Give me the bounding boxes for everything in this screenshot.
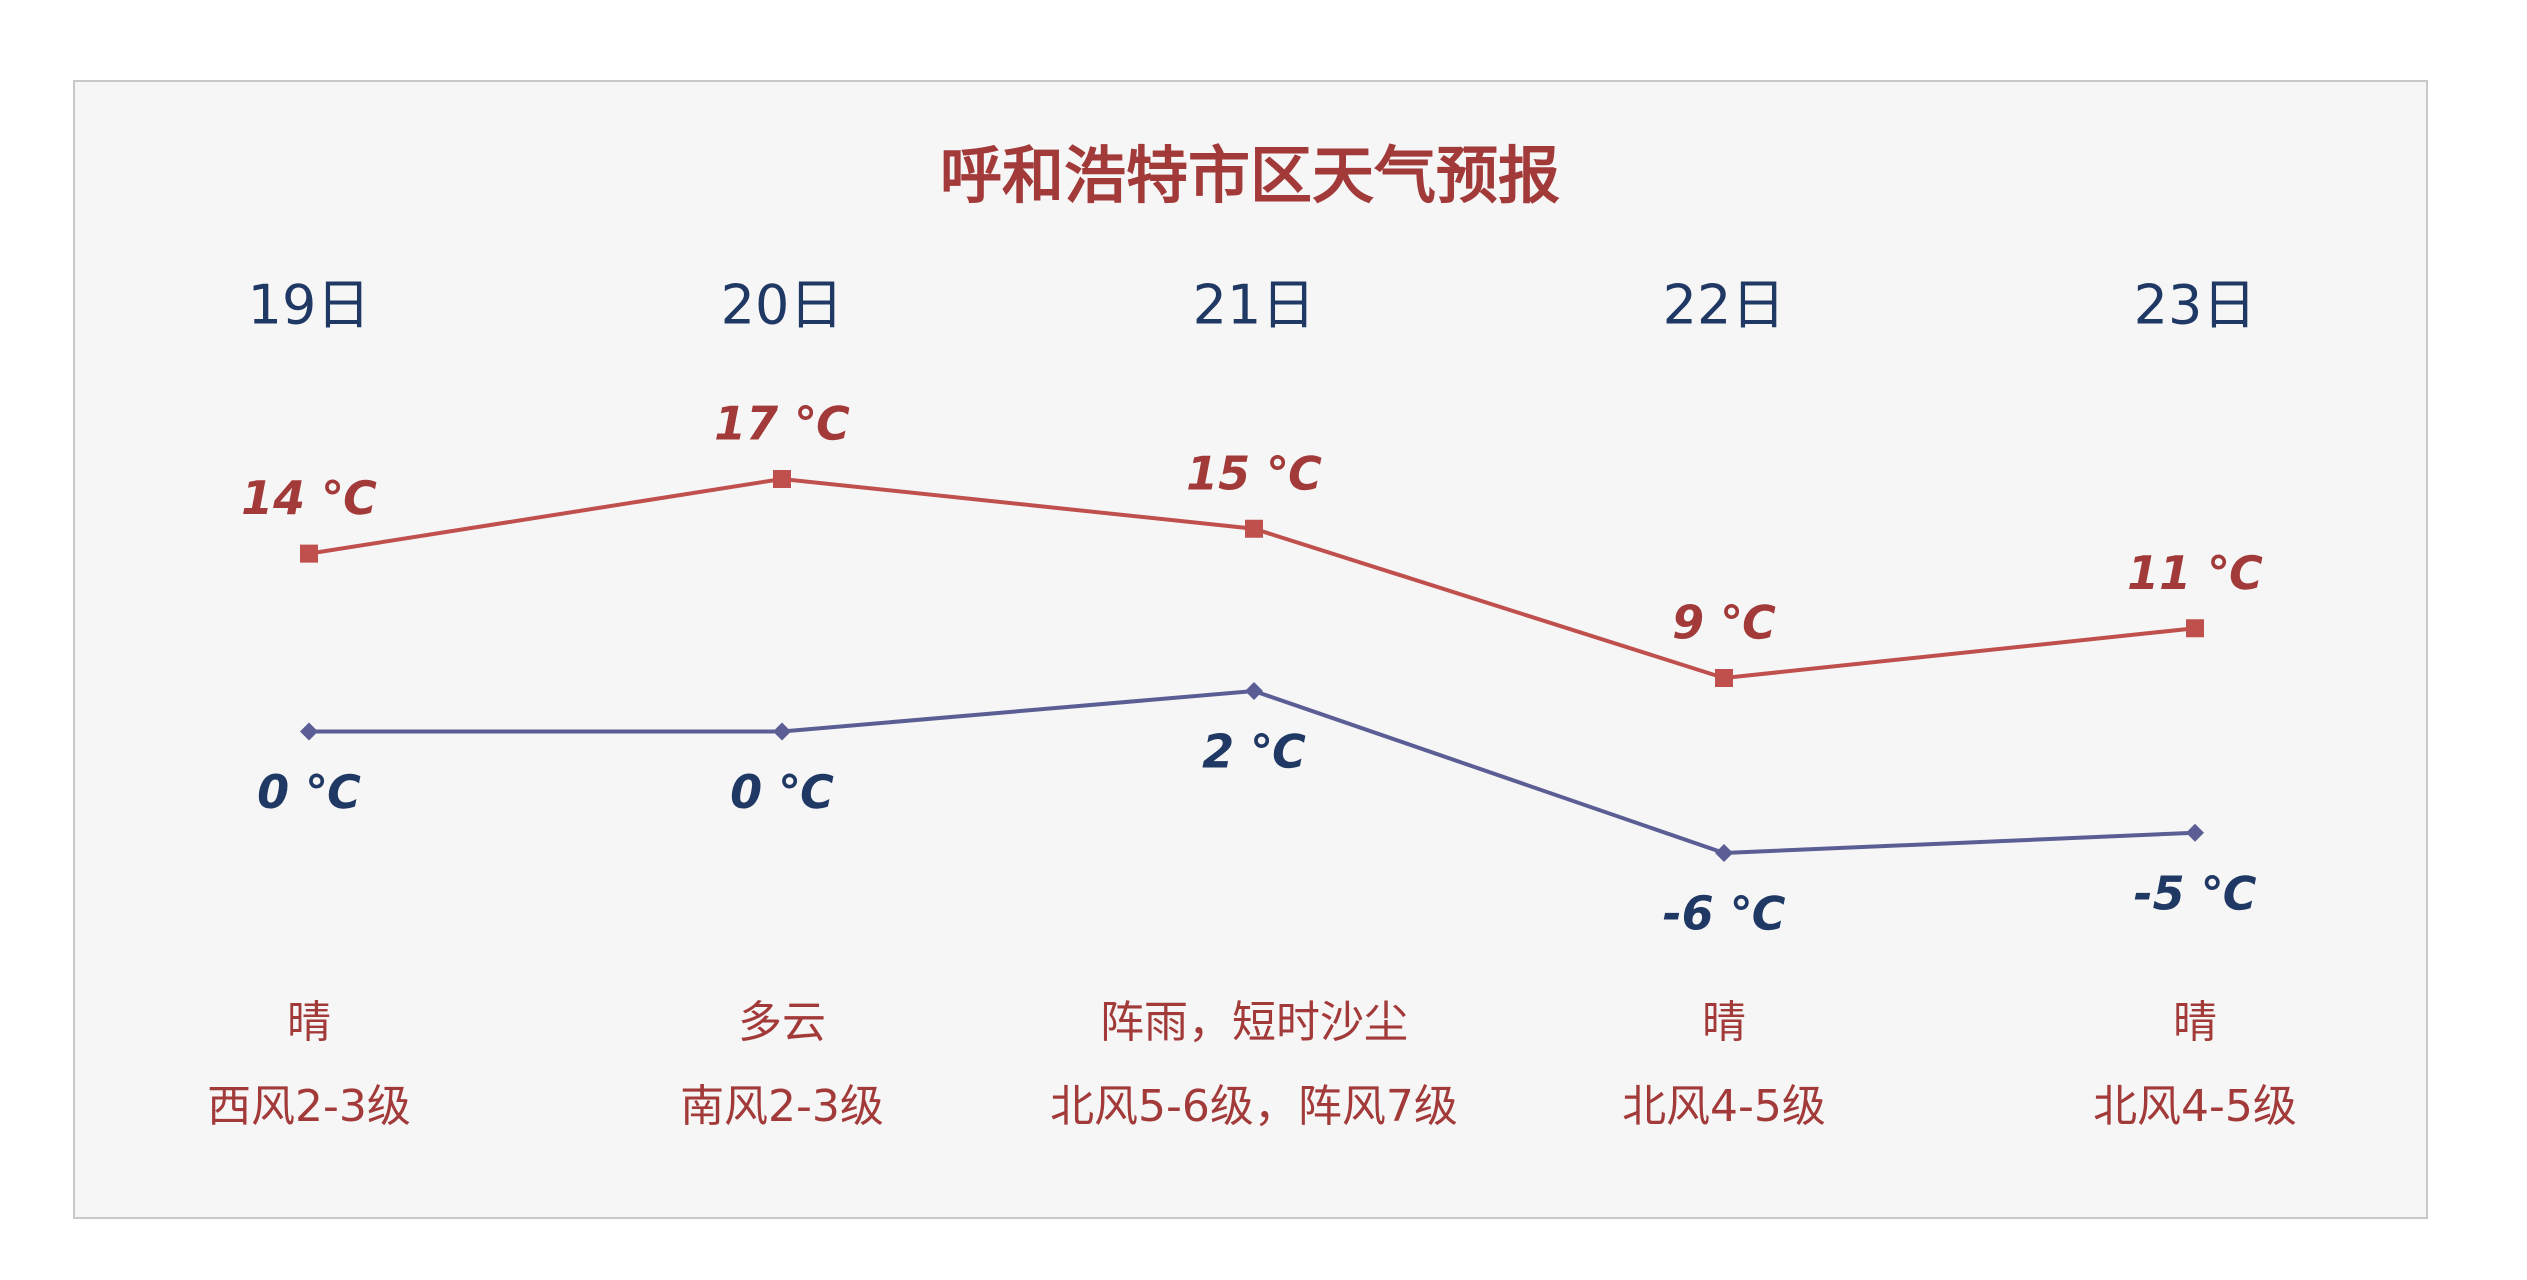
point-marker bbox=[773, 470, 791, 488]
point-marker bbox=[1715, 844, 1733, 862]
point-marker bbox=[1245, 519, 1263, 538]
wind-label: 北风4-5级 bbox=[1622, 1081, 1826, 1132]
point-marker bbox=[773, 722, 791, 741]
condition-label: 阵雨，短时沙尘 bbox=[1100, 997, 1408, 1048]
value-label: 0 ℃ bbox=[257, 765, 361, 819]
value-label: 15 ℃ bbox=[1186, 446, 1322, 500]
chart-frame bbox=[73, 80, 2428, 1219]
condition-label: 多云 bbox=[738, 997, 826, 1048]
wind-label: 北风5-6级，阵风7级 bbox=[1050, 1081, 1458, 1132]
day-label: 20日 bbox=[721, 274, 844, 337]
point-marker bbox=[1715, 669, 1733, 687]
value-label: 2 ℃ bbox=[1202, 725, 1306, 779]
wind-label: 北风4-5级 bbox=[2093, 1081, 2297, 1132]
point-marker bbox=[1245, 682, 1263, 700]
condition-label: 晴 bbox=[1702, 997, 1746, 1048]
value-label: 11 ℃ bbox=[2127, 546, 2263, 600]
value-label: -5 ℃ bbox=[2134, 866, 2257, 920]
value-label: 17 ℃ bbox=[714, 397, 850, 451]
value-label: -6 ℃ bbox=[1663, 887, 1786, 941]
day-label: 23日 bbox=[2134, 274, 2257, 337]
value-label: 14 ℃ bbox=[241, 471, 377, 525]
condition-label: 晴 bbox=[2173, 997, 2217, 1048]
point-marker bbox=[300, 544, 318, 563]
point-marker bbox=[2186, 823, 2204, 842]
value-label: 9 ℃ bbox=[1672, 596, 1776, 650]
chart-title: 呼和浩特市区天气预报 bbox=[940, 139, 1560, 212]
point-marker bbox=[2186, 619, 2204, 638]
wind-label: 西风2-3级 bbox=[207, 1081, 411, 1132]
point-marker bbox=[300, 722, 318, 741]
day-label: 22日 bbox=[1663, 274, 1786, 337]
wind-label: 南风2-3级 bbox=[680, 1081, 884, 1132]
day-label: 19日 bbox=[248, 274, 371, 337]
condition-label: 晴 bbox=[287, 997, 331, 1048]
value-label: 0 ℃ bbox=[730, 765, 834, 819]
day-label: 21日 bbox=[1193, 274, 1316, 337]
